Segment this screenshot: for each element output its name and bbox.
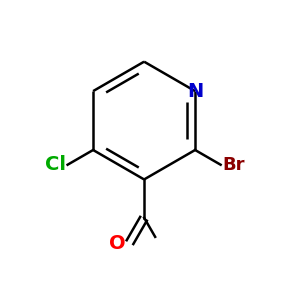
Text: N: N — [187, 82, 203, 100]
Text: Br: Br — [222, 156, 244, 174]
Text: Cl: Cl — [45, 155, 66, 174]
Text: O: O — [109, 234, 126, 253]
